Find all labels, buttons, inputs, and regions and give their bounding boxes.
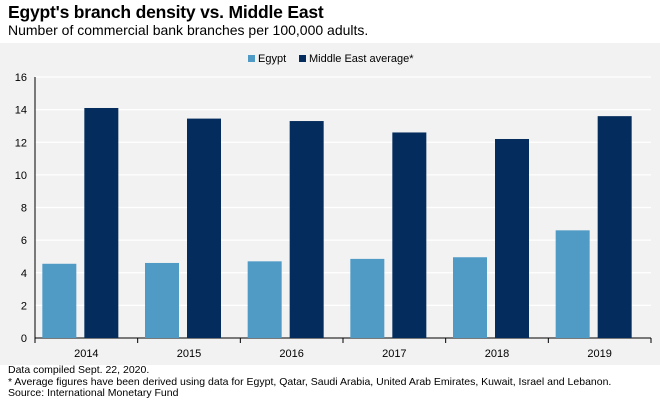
- chart-title: Egypt's branch density vs. Middle East: [8, 2, 324, 22]
- footnote-average: * Average figures have been derived usin…: [8, 375, 612, 388]
- y-tick-label: 10: [15, 170, 27, 182]
- y-tick-label: 14: [15, 105, 27, 117]
- x-tick-label: 2014: [74, 348, 98, 360]
- bar-middle-east: [187, 118, 221, 338]
- bar-egypt: [145, 262, 179, 338]
- bar-egypt: [247, 261, 282, 338]
- bar-middle-east: [392, 132, 427, 338]
- x-tick-label: 2019: [587, 348, 611, 360]
- chart-panel: 0 2 4 6 8 10 12 14 16 2014 2015 2016 2017 2018 2019 Egy…: [0, 43, 660, 365]
- y-tick-label: 8: [21, 203, 27, 215]
- legend-egypt-label: Egypt: [258, 53, 286, 65]
- legend-middle-east-swatch: [299, 55, 306, 62]
- y-tick-label: 2: [21, 300, 27, 312]
- x-tick-label: 2017: [382, 348, 406, 360]
- y-tick-label: 0: [21, 333, 27, 345]
- bar-chart: 0 2 4 6 8 10 12 14 16 2014 2015 2016 2017 2018 2019 Egy…: [15, 53, 652, 360]
- x-tick-label: 2016: [279, 348, 303, 360]
- bar-middle-east: [495, 138, 529, 338]
- footnotes: Data compiled Sept. 22, 2020. * Average …: [8, 364, 612, 400]
- legend-egypt-swatch: [248, 55, 255, 62]
- bar-middle-east: [597, 116, 632, 339]
- bar-egypt: [555, 230, 590, 338]
- bar-egypt: [453, 257, 487, 338]
- y-tick-label: 12: [15, 137, 27, 149]
- y-tick-label: 16: [15, 72, 27, 84]
- bar-middle-east: [84, 107, 119, 339]
- chart-subtitle: Number of commercial bank branches per 1…: [8, 22, 369, 38]
- y-tick-label: 6: [21, 235, 27, 247]
- legend-middle-east-label: Middle East average*: [309, 53, 414, 65]
- bar-egypt: [42, 263, 77, 338]
- footnote-date: Data compiled Sept. 22, 2020.: [8, 364, 150, 376]
- bar-egypt: [350, 258, 385, 338]
- y-tick-label: 4: [21, 268, 27, 280]
- footnote-source: Source: International Monetary Fund: [8, 387, 179, 399]
- x-tick-label: 2018: [485, 348, 509, 360]
- bar-middle-east: [289, 121, 324, 338]
- x-tick-label: 2015: [177, 348, 201, 360]
